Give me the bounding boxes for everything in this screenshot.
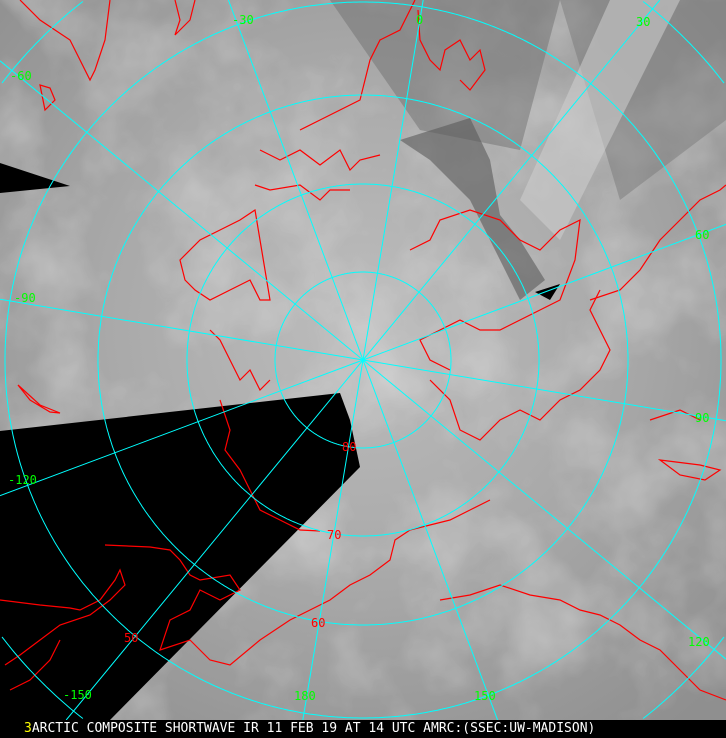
lon-label: -60 <box>10 69 32 83</box>
lon-label: 0 <box>416 13 423 27</box>
arctic-composite-image: -30 0 30 -60 60 -90 90 -120 120 -150 150… <box>0 0 726 720</box>
meridian-line <box>362 0 424 361</box>
lon-label: -120 <box>8 473 37 487</box>
meridian-line <box>0 359 364 497</box>
graticule-labels: -30 0 30 -60 60 -90 90 -120 120 -150 150… <box>8 13 710 703</box>
meridian-line <box>302 359 364 720</box>
latitude-circle <box>97 94 629 626</box>
lat-label: 50 <box>124 631 138 645</box>
meridian-line <box>362 0 661 361</box>
no-data-region <box>0 393 360 720</box>
lat-label: 70 <box>327 528 341 542</box>
frame-number: 3 <box>24 721 32 736</box>
latitude-circle <box>1 1 725 719</box>
lon-label: 30 <box>636 15 650 29</box>
lat-label: 80 <box>342 440 356 454</box>
graticule <box>0 0 726 720</box>
lon-label: 150 <box>474 689 496 703</box>
lon-label: 120 <box>688 635 710 649</box>
image-caption: 3ARCTIC COMPOSITE SHORTWAVE IR 11 FEB 19… <box>0 720 726 738</box>
meridian-line <box>362 359 726 660</box>
dark-patch <box>400 118 545 300</box>
latitude-circle <box>4 1 722 719</box>
meridian-line <box>362 359 726 422</box>
dark-sea-region <box>330 0 560 150</box>
meridian-line <box>0 60 364 361</box>
lon-label: 180 <box>294 689 316 703</box>
no-data-fragment <box>535 284 560 300</box>
meridian-line <box>0 298 364 361</box>
latitude-circle <box>186 183 540 537</box>
meridian-line <box>362 359 499 720</box>
lon-label: 90 <box>695 411 709 425</box>
lon-label: -150 <box>63 688 92 702</box>
coastline-greenland-east <box>19 0 111 82</box>
lat-label: 60 <box>311 616 325 630</box>
bright-cloud-band <box>520 0 680 240</box>
no-data-sliver <box>0 163 70 193</box>
lon-label: -90 <box>14 291 36 305</box>
meridian-line <box>362 223 726 361</box>
meridian-line <box>65 359 364 720</box>
meridian-line <box>227 0 364 361</box>
latitude-circle <box>274 271 452 449</box>
lon-label: -30 <box>232 13 254 27</box>
lon-label: 60 <box>695 228 709 242</box>
coastlines <box>0 0 726 701</box>
caption-text: ARCTIC COMPOSITE SHORTWAVE IR 11 FEB 19 … <box>31 721 596 736</box>
